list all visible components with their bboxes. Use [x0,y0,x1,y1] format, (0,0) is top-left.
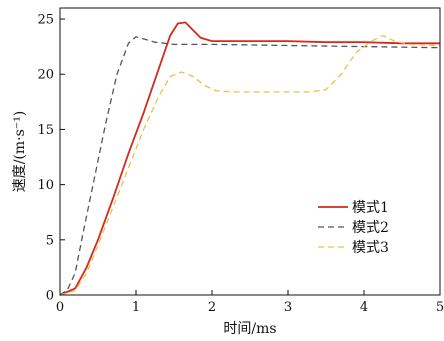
x-tick-label: 4 [360,300,368,315]
x-tick-label: 5 [436,300,444,315]
series-line-2 [59,36,441,296]
y-tick-label: 5 [46,233,54,248]
x-tick-label: 1 [132,300,140,315]
y-tick-label: 20 [37,68,54,83]
series-line-3 [59,34,441,296]
y-tick-label: 25 [37,13,54,28]
x-axis-title: 时间/ms [223,321,276,337]
y-tick-label: 0 [46,289,54,304]
y-axis-title: 速度/(m·s⁻¹) [12,111,28,193]
x-tick-label: 0 [56,300,64,315]
x-tick-label: 3 [284,300,292,315]
legend-label-1: 模式1 [352,200,389,216]
legend: 模式1 模式2 模式3 [318,200,389,256]
y-tick-label: 10 [37,178,54,193]
y-tick-label: 15 [37,123,54,138]
legend-label-2: 模式2 [352,220,389,236]
series-line-1 [59,21,440,296]
x-tick-label: 2 [208,300,216,315]
plot-frame [59,7,441,296]
legend-label-3: 模式3 [352,240,389,256]
